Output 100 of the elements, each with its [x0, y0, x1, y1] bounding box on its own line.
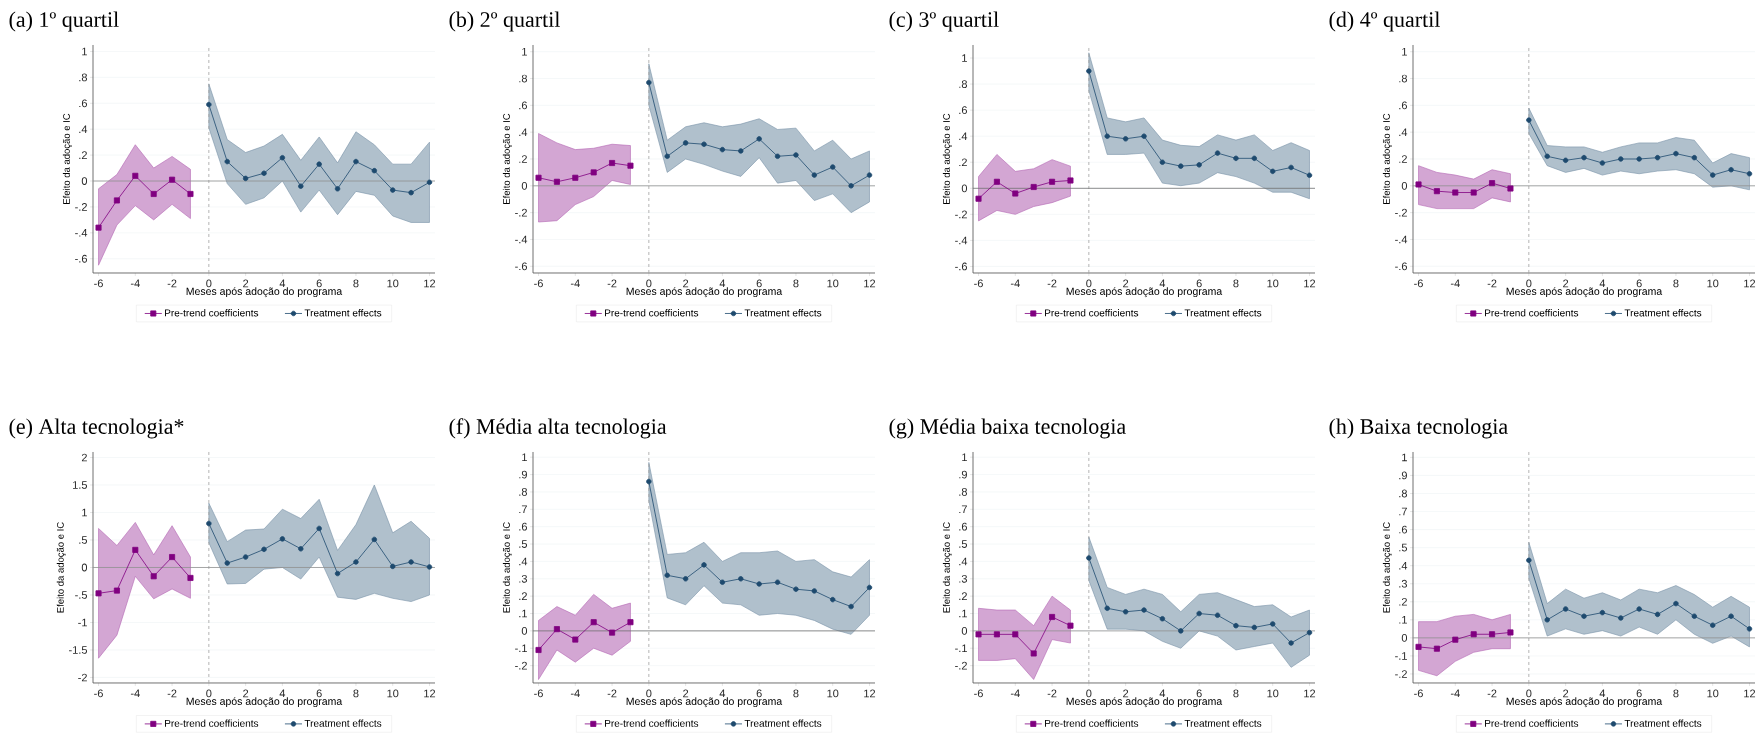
- point: [701, 562, 707, 568]
- point: [132, 172, 139, 179]
- y-tick-label: .6: [79, 99, 87, 108]
- y-tick-label: -.6: [955, 262, 967, 271]
- point: [1178, 163, 1184, 169]
- y-tick-label: -.4: [955, 236, 968, 245]
- x-tick-label: 4: [1599, 279, 1606, 288]
- point: [1599, 160, 1606, 166]
- point: [738, 576, 744, 582]
- x-tick-label: -2: [1047, 689, 1057, 698]
- x-tick-label: 2: [1563, 689, 1569, 698]
- y-tick-label: -.1: [515, 644, 527, 653]
- point: [334, 186, 341, 192]
- point: [682, 140, 689, 146]
- x-tick-label: 4: [1599, 689, 1606, 698]
- y-axis-title: Efeito da adoção e IC: [942, 522, 952, 613]
- point: [774, 579, 781, 585]
- x-tick-label: 8: [353, 689, 359, 698]
- point: [701, 141, 707, 147]
- y-axis-title: Efeito da adoção e IC: [942, 113, 952, 204]
- legend-label: Treatment effects: [1624, 309, 1702, 317]
- y-tick-label: -.1: [955, 644, 967, 653]
- point: [1233, 155, 1239, 162]
- y-tick-label: .3: [519, 574, 527, 583]
- y-tick-label: .7: [519, 505, 527, 514]
- point: [830, 164, 836, 170]
- x-tick-label: 4: [279, 279, 286, 288]
- x-tick-label: 12: [424, 279, 436, 288]
- point: [1030, 650, 1037, 657]
- x-tick-label: -6: [1414, 279, 1423, 288]
- point: [1086, 555, 1092, 561]
- x-tick-label: -6: [94, 279, 103, 288]
- point: [1710, 172, 1716, 178]
- point: [1030, 184, 1037, 190]
- point: [1251, 155, 1258, 162]
- x-tick-label: 10: [387, 689, 399, 698]
- point: [553, 178, 560, 185]
- x-axis-title: Meses após adoção do programa: [1506, 287, 1663, 298]
- x-tick-label: -4: [570, 279, 580, 288]
- point: [590, 619, 597, 626]
- y-tick-label: -.2: [515, 208, 527, 217]
- x-tick-label: 10: [1707, 279, 1719, 288]
- point: [1544, 153, 1550, 160]
- legend-label: Treatment effects: [304, 719, 382, 727]
- x-tick-label: -4: [1450, 689, 1460, 698]
- point: [848, 183, 854, 189]
- y-tick-label: .1: [1399, 616, 1407, 624]
- point: [1086, 68, 1092, 74]
- point: [1526, 557, 1532, 563]
- point: [1452, 636, 1459, 643]
- y-tick-label: .8: [1399, 74, 1407, 83]
- legend-label: Treatment effects: [1184, 719, 1262, 727]
- point: [408, 559, 414, 565]
- point: [1673, 600, 1679, 607]
- point: [206, 101, 212, 108]
- x-tick-label: 6: [756, 279, 762, 288]
- point: [719, 579, 726, 585]
- y-tick-label: -.4: [1395, 235, 1408, 244]
- y-tick-label: -.2: [955, 210, 967, 219]
- legend-label: Treatment effects: [744, 309, 822, 317]
- x-tick-label: 0: [1526, 279, 1532, 288]
- y-tick-label: .4: [1399, 128, 1408, 136]
- point: [298, 183, 304, 189]
- point: [627, 619, 634, 626]
- point: [95, 224, 102, 231]
- point: [1196, 610, 1202, 617]
- y-tick-label: .8: [1399, 489, 1407, 498]
- point: [993, 631, 1000, 638]
- y-tick-label: .4: [519, 128, 528, 136]
- y-tick-label: .1: [519, 609, 527, 618]
- point: [1507, 185, 1514, 192]
- y-tick-label: .6: [519, 522, 527, 531]
- point: [738, 148, 744, 154]
- point: [1288, 164, 1294, 171]
- point: [774, 153, 781, 160]
- y-tick-label: .6: [1399, 525, 1407, 534]
- y-axis-title: Efeito da adoção e IC: [502, 113, 512, 204]
- point: [535, 174, 542, 181]
- point: [993, 178, 1000, 185]
- point: [132, 546, 139, 553]
- point: [353, 559, 359, 565]
- y-tick-label: 1: [82, 508, 87, 517]
- point: [811, 588, 818, 594]
- point: [553, 626, 560, 633]
- x-tick-label: 12: [1304, 279, 1316, 288]
- legend-label: Pre-trend coefficients: [1485, 309, 1579, 317]
- y-tick-label: 0: [961, 627, 968, 635]
- point: [572, 636, 579, 643]
- point: [242, 175, 249, 182]
- x-tick-label: 4: [1159, 279, 1166, 288]
- x-tick-label: 0: [646, 279, 652, 288]
- chart-title: (d) 4º quartil: [1329, 11, 1440, 32]
- x-tick-label: -4: [1450, 279, 1460, 288]
- x-tick-label: 10: [827, 279, 839, 288]
- point: [1673, 150, 1679, 157]
- point: [1636, 606, 1642, 612]
- legend-label: Pre-trend coefficients: [165, 309, 259, 317]
- y-tick-label: .4: [959, 557, 968, 566]
- x-tick-label: 10: [1267, 689, 1279, 698]
- x-tick-label: 6: [1636, 689, 1642, 698]
